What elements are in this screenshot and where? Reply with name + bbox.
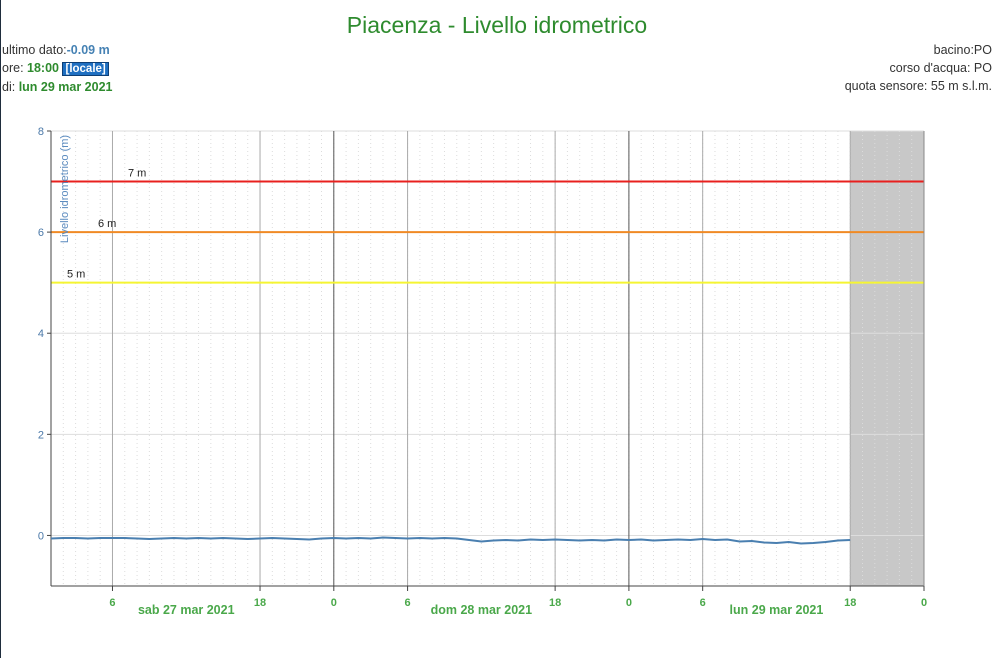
river-text: corso d'acqua: PO	[889, 61, 992, 75]
x-tick-label: 18	[549, 597, 561, 609]
time-value: 18:00	[27, 61, 59, 75]
x-tick-label: 6	[700, 597, 706, 609]
x-tick-label: 18	[254, 597, 266, 609]
basin-text: bacino:PO	[933, 43, 992, 57]
time-row: ore: 18:00 [locale]	[2, 59, 113, 78]
threshold-label: 6 m	[98, 218, 116, 230]
local-time-badge[interactable]: [locale]	[62, 62, 109, 76]
chart-title: Piacenza - Livello idrometrico	[346, 12, 648, 38]
water-level-series-line	[50, 536, 851, 545]
last-value-row: ultimo dato:-0.09 m	[2, 41, 113, 59]
day-label: dom 28 mar 2021	[431, 603, 532, 617]
y-tick-label: 0	[38, 530, 44, 542]
sensor-height-text: quota sensore: 55 m s.l.m.	[844, 79, 992, 93]
y-tick-label: 6	[38, 227, 44, 239]
info-left-block: ultimo dato:-0.09 m ore: 18:00 [locale] …	[2, 41, 113, 96]
window-left-border	[0, 0, 1, 658]
y-tick-label: 4	[38, 328, 44, 340]
x-tick-label: 18	[844, 597, 856, 609]
day-label: sab 27 mar 2021	[138, 603, 235, 617]
y-tick-label: 8	[38, 126, 44, 138]
time-label: ore:	[2, 61, 28, 75]
future-band	[850, 131, 924, 586]
date-label: di:	[2, 80, 19, 94]
plot-area	[51, 131, 924, 586]
threshold-label: 7 m	[128, 168, 146, 180]
date-row: di: lun 29 mar 2021	[2, 78, 113, 96]
threshold-label: 5 m	[67, 269, 85, 281]
info-right-block: bacino:PO corso d'acqua: PO quota sensor…	[845, 41, 992, 95]
last-value: -0.09 m	[66, 43, 110, 57]
x-tick-label: 6	[405, 597, 411, 609]
day-label: lun 29 mar 2021	[730, 603, 824, 617]
y-axis-label: Livello idrometrico (m)	[59, 135, 71, 243]
x-tick-label: 0	[331, 597, 337, 609]
y-tick-label: 2	[38, 429, 44, 441]
last-value-label: ultimo dato:	[2, 43, 67, 57]
date-value: lun 29 mar 2021	[18, 80, 113, 94]
x-tick-label: 0	[626, 597, 632, 609]
x-tick-label: 6	[109, 597, 115, 609]
x-tick-label: 0	[921, 597, 927, 609]
